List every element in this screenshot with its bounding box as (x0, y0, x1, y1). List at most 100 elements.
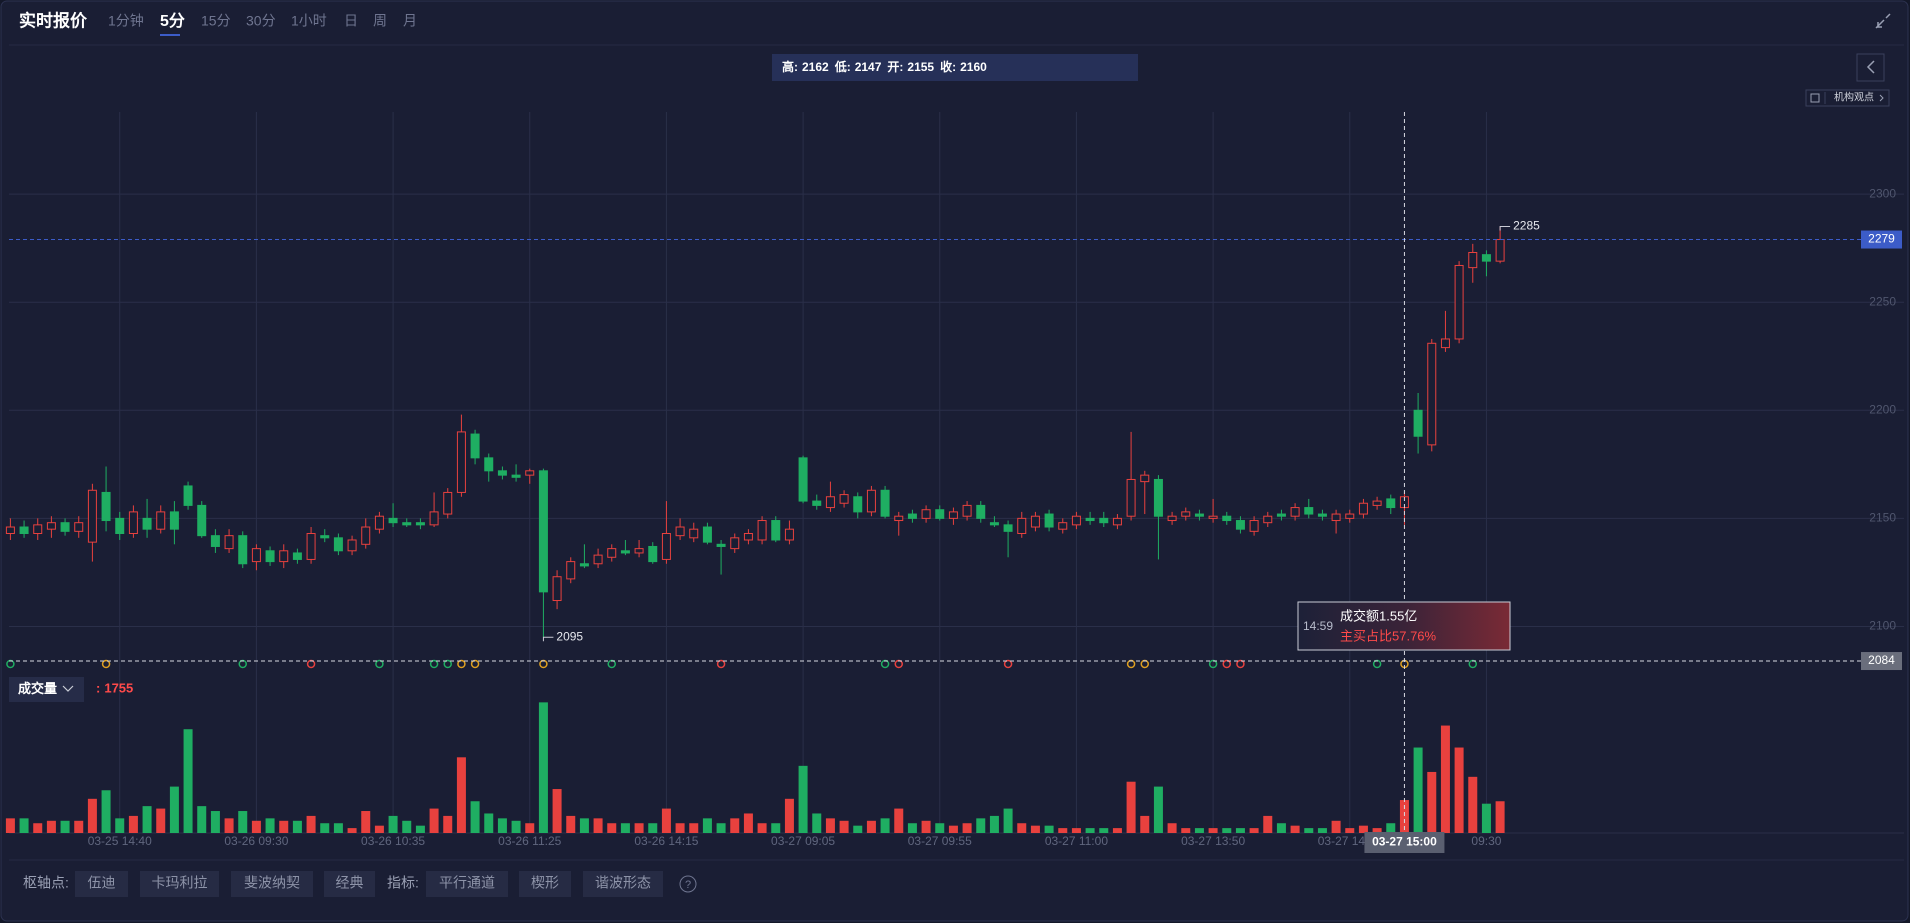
volume-bar (661, 808, 671, 833)
volume-bar (415, 825, 425, 833)
candle-body (470, 433, 480, 459)
candle-body (1440, 338, 1450, 349)
volume-bar (675, 823, 685, 833)
candle-body (169, 511, 179, 530)
volume-bar (730, 818, 740, 833)
event-marker (1468, 659, 1478, 669)
volume-bar (1372, 828, 1382, 833)
extreme-label: 2095 (556, 629, 583, 643)
volume-bar (907, 823, 917, 833)
volume-bar (634, 823, 644, 833)
candle-body (1249, 520, 1259, 532)
candle-body (730, 537, 740, 550)
candle-body (251, 548, 261, 563)
timeframe-tab[interactable]: 日 (344, 13, 358, 29)
volume-bar (798, 765, 808, 833)
volume-bar (607, 823, 617, 833)
toolbar-button[interactable] (140, 871, 219, 897)
volume-bar (866, 820, 876, 833)
ohlc-value: 2155 (907, 60, 934, 74)
event-marker (1222, 659, 1232, 669)
candle-body (374, 515, 384, 530)
badge-label: 机构观点 (1834, 91, 1874, 104)
timeframe-tab[interactable]: 1分钟 (108, 13, 144, 29)
event-marker (1208, 659, 1218, 669)
candle-body (593, 554, 603, 565)
volume-bar (251, 820, 261, 833)
volume-bar (593, 818, 603, 833)
volume-bar (429, 808, 439, 833)
volume-bar (648, 823, 658, 833)
candle-body (1386, 498, 1396, 509)
timeframe-tab[interactable]: 15分 (201, 13, 231, 29)
volume-bar (87, 798, 97, 833)
extreme-pointer (1499, 226, 1511, 231)
last-price-label: 2279 (1868, 232, 1895, 246)
candle-body (675, 526, 685, 537)
timeframe-tab[interactable]: 1小时 (291, 13, 327, 29)
candle-body (1222, 515, 1232, 522)
x-tick-label: 03-26 14:15 (634, 834, 698, 848)
toolbar-button-label: 经典 (336, 875, 364, 891)
candle-body (566, 561, 576, 580)
volume-bar (620, 823, 630, 833)
volume-bar (292, 820, 302, 833)
volume-bar (265, 818, 275, 833)
toolbar-button[interactable] (324, 871, 375, 897)
volume-bar (1085, 828, 1095, 833)
collapse-button[interactable] (1856, 53, 1885, 82)
toolbar-button[interactable] (519, 871, 571, 897)
timeframe-tab[interactable]: 周 (373, 13, 387, 29)
volume-bar (1345, 828, 1355, 833)
timeframe-tab[interactable]: 30分 (246, 13, 276, 29)
candle-body (333, 537, 343, 552)
volume-bar (1194, 828, 1204, 833)
event-marker (1126, 659, 1136, 669)
candle-body (525, 470, 535, 476)
volume-bar (1290, 825, 1300, 833)
candle-body (306, 533, 316, 560)
volume-bar (1153, 786, 1163, 833)
volume-bar (689, 823, 699, 833)
event-marker (470, 659, 480, 669)
institution-badge[interactable]: 机构观点 (1805, 89, 1890, 107)
x-tick-label: 03-27 13:50 (1181, 834, 1245, 848)
plot (5, 226, 1505, 833)
y-tick-label: 2100 (1869, 619, 1896, 633)
event-marker (880, 659, 890, 669)
toolbar-button[interactable] (231, 871, 313, 897)
timeframe-tab[interactable]: 5分 (160, 12, 185, 30)
volume-bar (74, 820, 84, 833)
volume-bar (1454, 747, 1464, 833)
tooltip-amount: 成交额1.55亿 (1340, 608, 1417, 623)
toolbar-button[interactable] (75, 871, 128, 897)
timeframe-tab[interactable]: 月 (403, 13, 417, 29)
ohlc-label: 开: (887, 60, 903, 74)
candle-body (1427, 342, 1437, 446)
candle-body (1331, 513, 1341, 522)
volume-selector[interactable] (9, 677, 84, 702)
volume-bar (1440, 725, 1450, 833)
ohlc-readout: 高: 2162 低: 2147 开: 2155 收: 2160 (782, 59, 987, 74)
candle-body (661, 533, 671, 560)
candle-body (402, 522, 412, 526)
candle-body (33, 524, 43, 534)
volume-readout: :1755 (96, 681, 133, 696)
volume-bar (101, 790, 111, 833)
candle-body (511, 474, 521, 478)
toolbar-button[interactable] (583, 871, 663, 897)
candle-body (716, 543, 726, 547)
volume-bar (1276, 823, 1286, 833)
help-icon[interactable] (679, 875, 697, 893)
toolbar-button[interactable] (426, 871, 508, 897)
volume-bar (552, 789, 562, 833)
candle-body (1099, 517, 1109, 524)
x-tick-label: 03-26 10:35 (361, 834, 425, 848)
volume-bar (402, 820, 412, 833)
candle-body (812, 500, 822, 506)
minimize-button[interactable] (1875, 13, 1891, 29)
candle-body (634, 548, 644, 554)
candle-body (757, 520, 767, 541)
volume-bar (197, 806, 207, 833)
volume-bar (1249, 828, 1259, 833)
